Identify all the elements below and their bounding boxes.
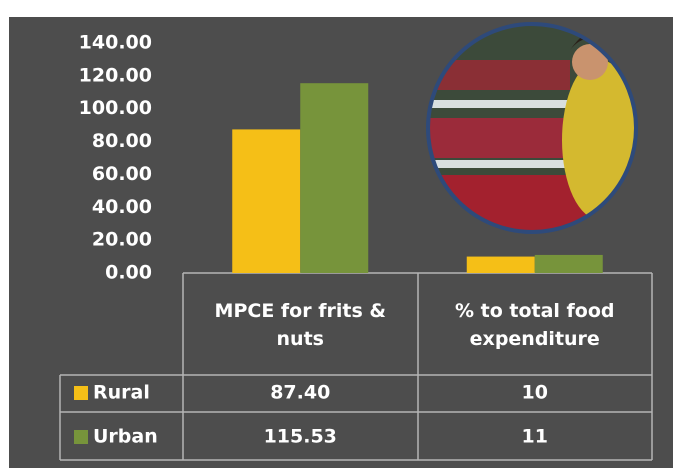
x-category-cell: MPCE for frits & nuts: [193, 276, 408, 373]
y-tick-label: 0.00: [105, 262, 152, 284]
bar: [300, 83, 368, 273]
y-tick-label: 60.00: [92, 163, 152, 185]
legend-label: Urban: [93, 426, 158, 448]
x-category-cell: % to total food expenditure: [428, 276, 643, 373]
legend-key: [74, 386, 88, 400]
table-value: 10: [522, 382, 548, 404]
x-tick-label: MPCE for frits & nuts: [193, 276, 408, 373]
y-tick-label: 80.00: [92, 130, 152, 152]
table-value: 87.40: [270, 382, 330, 404]
legend-key: [74, 430, 88, 444]
y-tick-label: 120.00: [79, 64, 152, 86]
table-value: 115.53: [264, 426, 337, 448]
table-value: 11: [522, 426, 548, 448]
bar: [535, 255, 603, 273]
y-tick-label: 140.00: [79, 32, 152, 54]
legend-label: Rural: [93, 382, 150, 404]
y-tick-label: 20.00: [92, 229, 152, 251]
y-tick-label: 40.00: [92, 196, 152, 218]
x-tick-label: % to total food expenditure: [428, 276, 643, 373]
bar: [232, 129, 300, 273]
y-tick-label: 100.00: [79, 97, 152, 119]
bar: [467, 257, 535, 273]
page: 0.00 20.00 40.00 60.00 80.00 100.00 120.00 140.…: [0, 0, 681, 468]
chart: 0.00 20.00 40.00 60.00 80.00 100.00 120.00 140.…: [0, 0, 681, 468]
